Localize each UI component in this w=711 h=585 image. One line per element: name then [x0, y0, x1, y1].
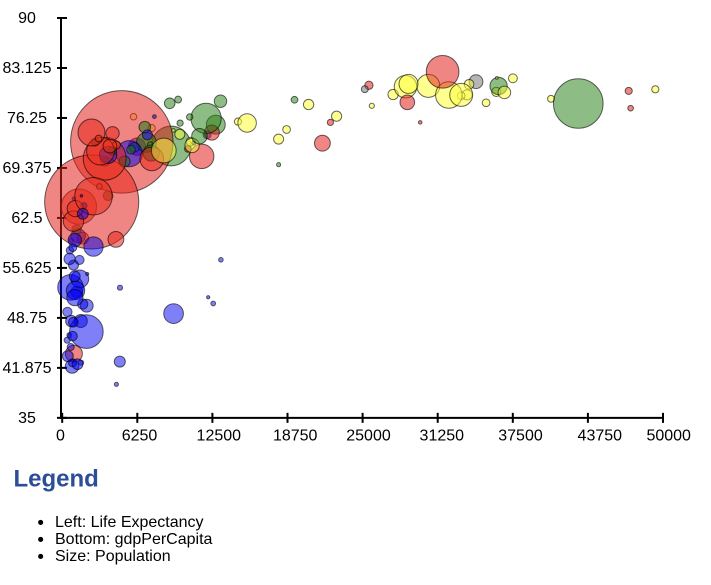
svg-text:0: 0 [56, 428, 65, 445]
svg-text:35: 35 [18, 410, 36, 427]
svg-text:43750: 43750 [578, 428, 623, 445]
svg-text:6250: 6250 [122, 428, 158, 445]
svg-text:Left: Life Expectancy: Left: Life Expectancy [55, 514, 204, 531]
svg-text:Bottom: gdpPerCapita: Bottom: gdpPerCapita [55, 531, 213, 548]
svg-text:50000: 50000 [646, 428, 691, 445]
svg-text:31250: 31250 [420, 428, 465, 445]
svg-text:12500: 12500 [197, 428, 242, 445]
svg-text:55.625: 55.625 [3, 260, 52, 277]
svg-text:62.5: 62.5 [11, 210, 42, 227]
svg-text:83.125: 83.125 [3, 60, 52, 77]
svg-text:37500: 37500 [498, 428, 543, 445]
svg-text:Size: Population: Size: Population [55, 548, 171, 565]
svg-text:18750: 18750 [273, 428, 318, 445]
svg-text:Legend: Legend [14, 466, 99, 493]
svg-text:25000: 25000 [346, 428, 391, 445]
svg-text:69.375: 69.375 [3, 160, 52, 177]
svg-text:41.875: 41.875 [3, 360, 52, 377]
svg-text:90: 90 [18, 10, 36, 27]
svg-text:48.75: 48.75 [7, 310, 47, 327]
svg-text:76.25: 76.25 [7, 110, 47, 127]
